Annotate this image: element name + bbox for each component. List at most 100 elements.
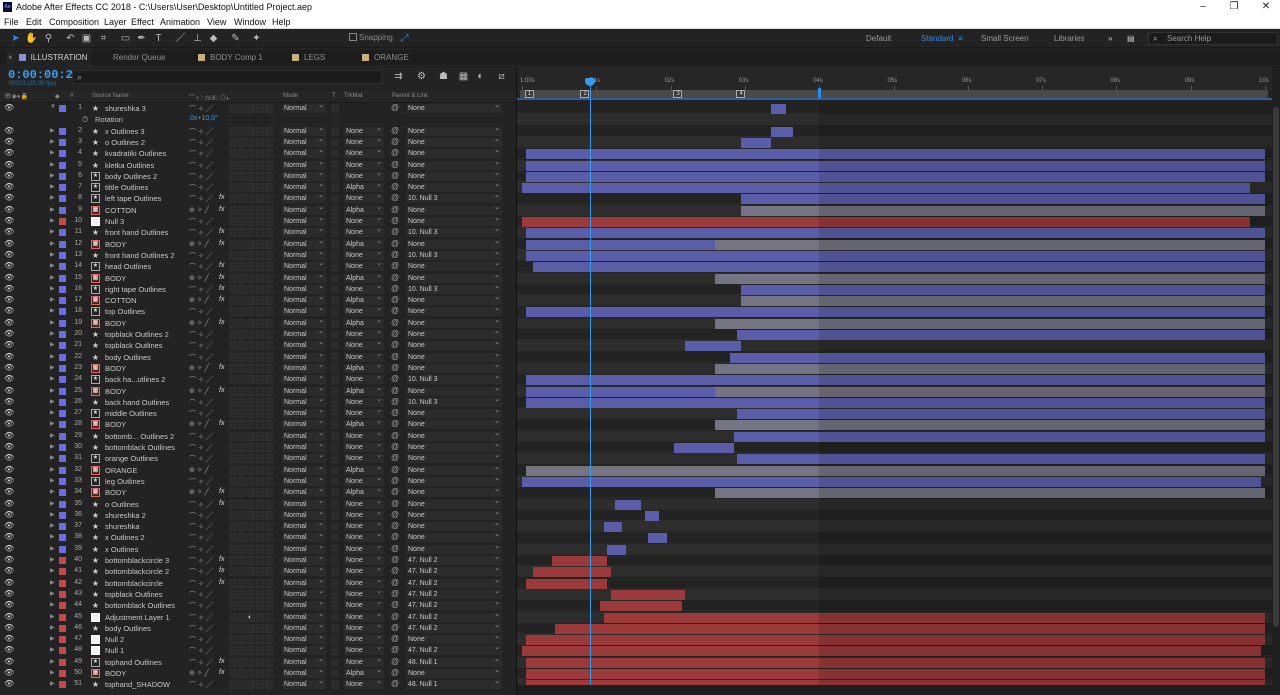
preserve-transparency-toggle[interactable] — [331, 137, 339, 147]
layer-name[interactable]: BODY — [105, 669, 127, 678]
layer-row[interactable]: 👁 ▶ 48 Null 1 ⌒ ✧ ╱ Normal None @47. Null 2 — [0, 643, 516, 656]
switch-box[interactable] — [247, 623, 255, 633]
layer-name[interactable]: topblack Outlines — [105, 341, 163, 351]
parent-select[interactable]: 47. Null 2 — [406, 564, 502, 577]
layer-duration-bar[interactable] — [525, 397, 1265, 408]
switch-box[interactable] — [265, 386, 273, 396]
layer-name[interactable]: o Outlines 2 — [105, 137, 146, 147]
expand-chevron-icon[interactable]: ▶ — [50, 353, 55, 360]
label-color-swatch[interactable] — [59, 319, 66, 327]
switch-box[interactable] — [229, 567, 237, 577]
menu-help[interactable]: Help — [272, 17, 291, 27]
close-icon[interactable]: ✕ — [1261, 1, 1271, 12]
visibility-icon[interactable]: 👁 — [4, 577, 15, 587]
layer-name[interactable]: body Outlines — [105, 623, 151, 633]
visibility-icon[interactable]: 👁 — [4, 272, 15, 282]
switch-box[interactable] — [247, 556, 255, 565]
switch-box[interactable] — [238, 239, 246, 249]
track-matte-select[interactable]: None — [344, 372, 384, 385]
blend-mode-select[interactable]: Normal — [282, 350, 326, 362]
label-color-swatch[interactable] — [59, 568, 66, 576]
effects-switch[interactable]: fx — [219, 194, 225, 202]
parent-pickwhip-icon[interactable]: @ — [391, 374, 400, 384]
switch-box[interactable] — [265, 205, 273, 215]
expand-chevron-icon[interactable]: ▶ — [50, 218, 55, 224]
layer-row[interactable]: 👁 ▶ 41 ★ bottomblackcircle 2 ⌒ ✧ ╱ fx Normal Non… — [0, 564, 516, 577]
expand-chevron-icon[interactable]: ▶ — [50, 489, 55, 496]
hand-tool-icon[interactable]: ✋ — [25, 33, 38, 44]
preserve-transparency-toggle[interactable] — [331, 217, 339, 226]
visibility-icon[interactable]: 👁 — [4, 182, 15, 192]
switch-box[interactable] — [238, 228, 246, 238]
layer-name[interactable]: bottomblack Outlines — [105, 443, 176, 452]
layer-switches[interactable]: ⌒ ✧ ╱ — [189, 478, 213, 486]
layer-duration-bar[interactable] — [715, 363, 1265, 374]
track-matte-select[interactable]: None — [344, 497, 384, 509]
preserve-transparency-toggle[interactable] — [331, 386, 339, 396]
switch-box[interactable] — [256, 635, 264, 645]
layer-row[interactable]: 👁 ▶ 5 ★ kletka Outlines ⌒ ✧ ╱ Normal None @ None — [0, 158, 516, 171]
expand-chevron-icon[interactable]: ▶ — [50, 308, 55, 315]
puppet-tool-icon[interactable]: ✦ — [252, 33, 261, 44]
track-matte-select[interactable]: None — [344, 643, 384, 656]
track-matte-select[interactable]: None — [344, 610, 384, 622]
preserve-transparency-toggle[interactable] — [331, 623, 339, 633]
switch-box[interactable] — [265, 680, 273, 690]
layer-duration-bar[interactable] — [730, 352, 1265, 363]
tab-legs[interactable]: LEGS — [292, 50, 325, 65]
expand-chevron-icon[interactable]: ▶ — [50, 398, 55, 405]
layer-row[interactable]: 👁 ▶ 17 ▦ COTTON ⊕ ✧ ╱ fx Normal Alpha @ None — [0, 293, 516, 306]
parent-select[interactable]: None — [406, 180, 502, 193]
layer-row[interactable]: 👁 ▶ 9 ▦ COTTON ⊕ ✧ ╱ fx Normal Alpha @ None — [0, 203, 516, 216]
layer-row[interactable]: 👁 ▶ 12 ▦ BODY ⊕ ✧ ╱ fx Normal Alpha @ None — [0, 237, 516, 250]
label-color-swatch[interactable] — [59, 398, 66, 406]
layer-switches[interactable]: ⌒ ✧ ╱ — [189, 580, 213, 588]
expand-chevron-icon[interactable]: ▶ — [50, 285, 55, 292]
parent-select[interactable]: 47. Null 2 — [406, 576, 502, 588]
visibility-icon[interactable]: 👁 — [4, 430, 15, 440]
layer-name[interactable]: topblack Outlines 2 — [105, 330, 169, 339]
timeline-graph[interactable]: 1:00s 01s 02s 03s 04s 05s 06s 07s 08s 09s 10s 1 2 3 4 — [517, 67, 1280, 695]
expand-chevron-icon[interactable]: ▶ — [50, 602, 55, 609]
layer-name[interactable]: Adjustment Layer 1 — [105, 612, 170, 622]
parent-pickwhip-icon[interactable]: @ — [391, 645, 400, 655]
switch-box[interactable] — [247, 669, 255, 678]
switch-box[interactable] — [238, 104, 246, 113]
restore-icon[interactable]: ❐ — [1229, 1, 1239, 12]
layer-switches[interactable]: ⌒ ✧ ╱ — [189, 546, 213, 554]
parent-select[interactable]: 47. Null 2 — [406, 553, 502, 565]
parent-select[interactable]: None — [406, 463, 502, 475]
label-color-swatch[interactable] — [59, 331, 66, 338]
expand-chevron-icon[interactable]: ▶ — [50, 274, 55, 281]
switch-box[interactable] — [256, 567, 264, 577]
parent-pickwhip-icon[interactable]: @ — [391, 216, 400, 225]
switch-box[interactable] — [247, 250, 255, 260]
switch-box[interactable] — [247, 397, 255, 407]
layer-row[interactable]: 👁 ▶ 31 ★ orange Outlines ⌒ ✧ ╱ Normal None @ None — [0, 451, 516, 464]
parent-select[interactable]: None — [406, 214, 502, 226]
track-matte-select[interactable]: None — [344, 530, 384, 543]
switch-box[interactable] — [247, 183, 255, 193]
track-matte-select[interactable]: None — [344, 327, 384, 339]
blend-mode-select[interactable]: Normal — [282, 632, 326, 645]
layer-name[interactable]: top Outlines — [105, 307, 146, 317]
layer-duration-bar[interactable] — [770, 104, 786, 114]
expand-chevron-icon[interactable]: ▶ — [50, 658, 55, 665]
shy-layers-icon[interactable]: ☗ — [439, 71, 448, 82]
parent-pickwhip-icon[interactable]: @ — [391, 170, 400, 180]
switch-box[interactable] — [265, 420, 273, 430]
parent-select[interactable]: None — [406, 124, 502, 136]
layer-row[interactable]: 👁 ▶ 40 ★ bottomblackcircle 3 ⌒ ✧ ╱ fx Normal Non… — [0, 553, 516, 566]
switch-box[interactable] — [265, 363, 273, 373]
switch-box[interactable] — [265, 657, 273, 667]
track-matte-select[interactable]: None — [344, 451, 384, 464]
track-matte-select[interactable]: Alpha — [344, 271, 384, 283]
layer-row[interactable]: 👁 ▶ 33 ★ leg Outlines ⌒ ✧ ╱ Normal None @ None — [0, 474, 516, 487]
layer-duration-bar[interactable] — [741, 194, 1265, 205]
switch-box[interactable] — [247, 646, 255, 656]
switch-box[interactable] — [256, 330, 264, 339]
layer-duration-bar[interactable] — [611, 589, 686, 600]
preserve-transparency-toggle[interactable] — [331, 443, 339, 452]
switch-box[interactable] — [247, 171, 255, 181]
switch-box[interactable] — [265, 375, 273, 385]
